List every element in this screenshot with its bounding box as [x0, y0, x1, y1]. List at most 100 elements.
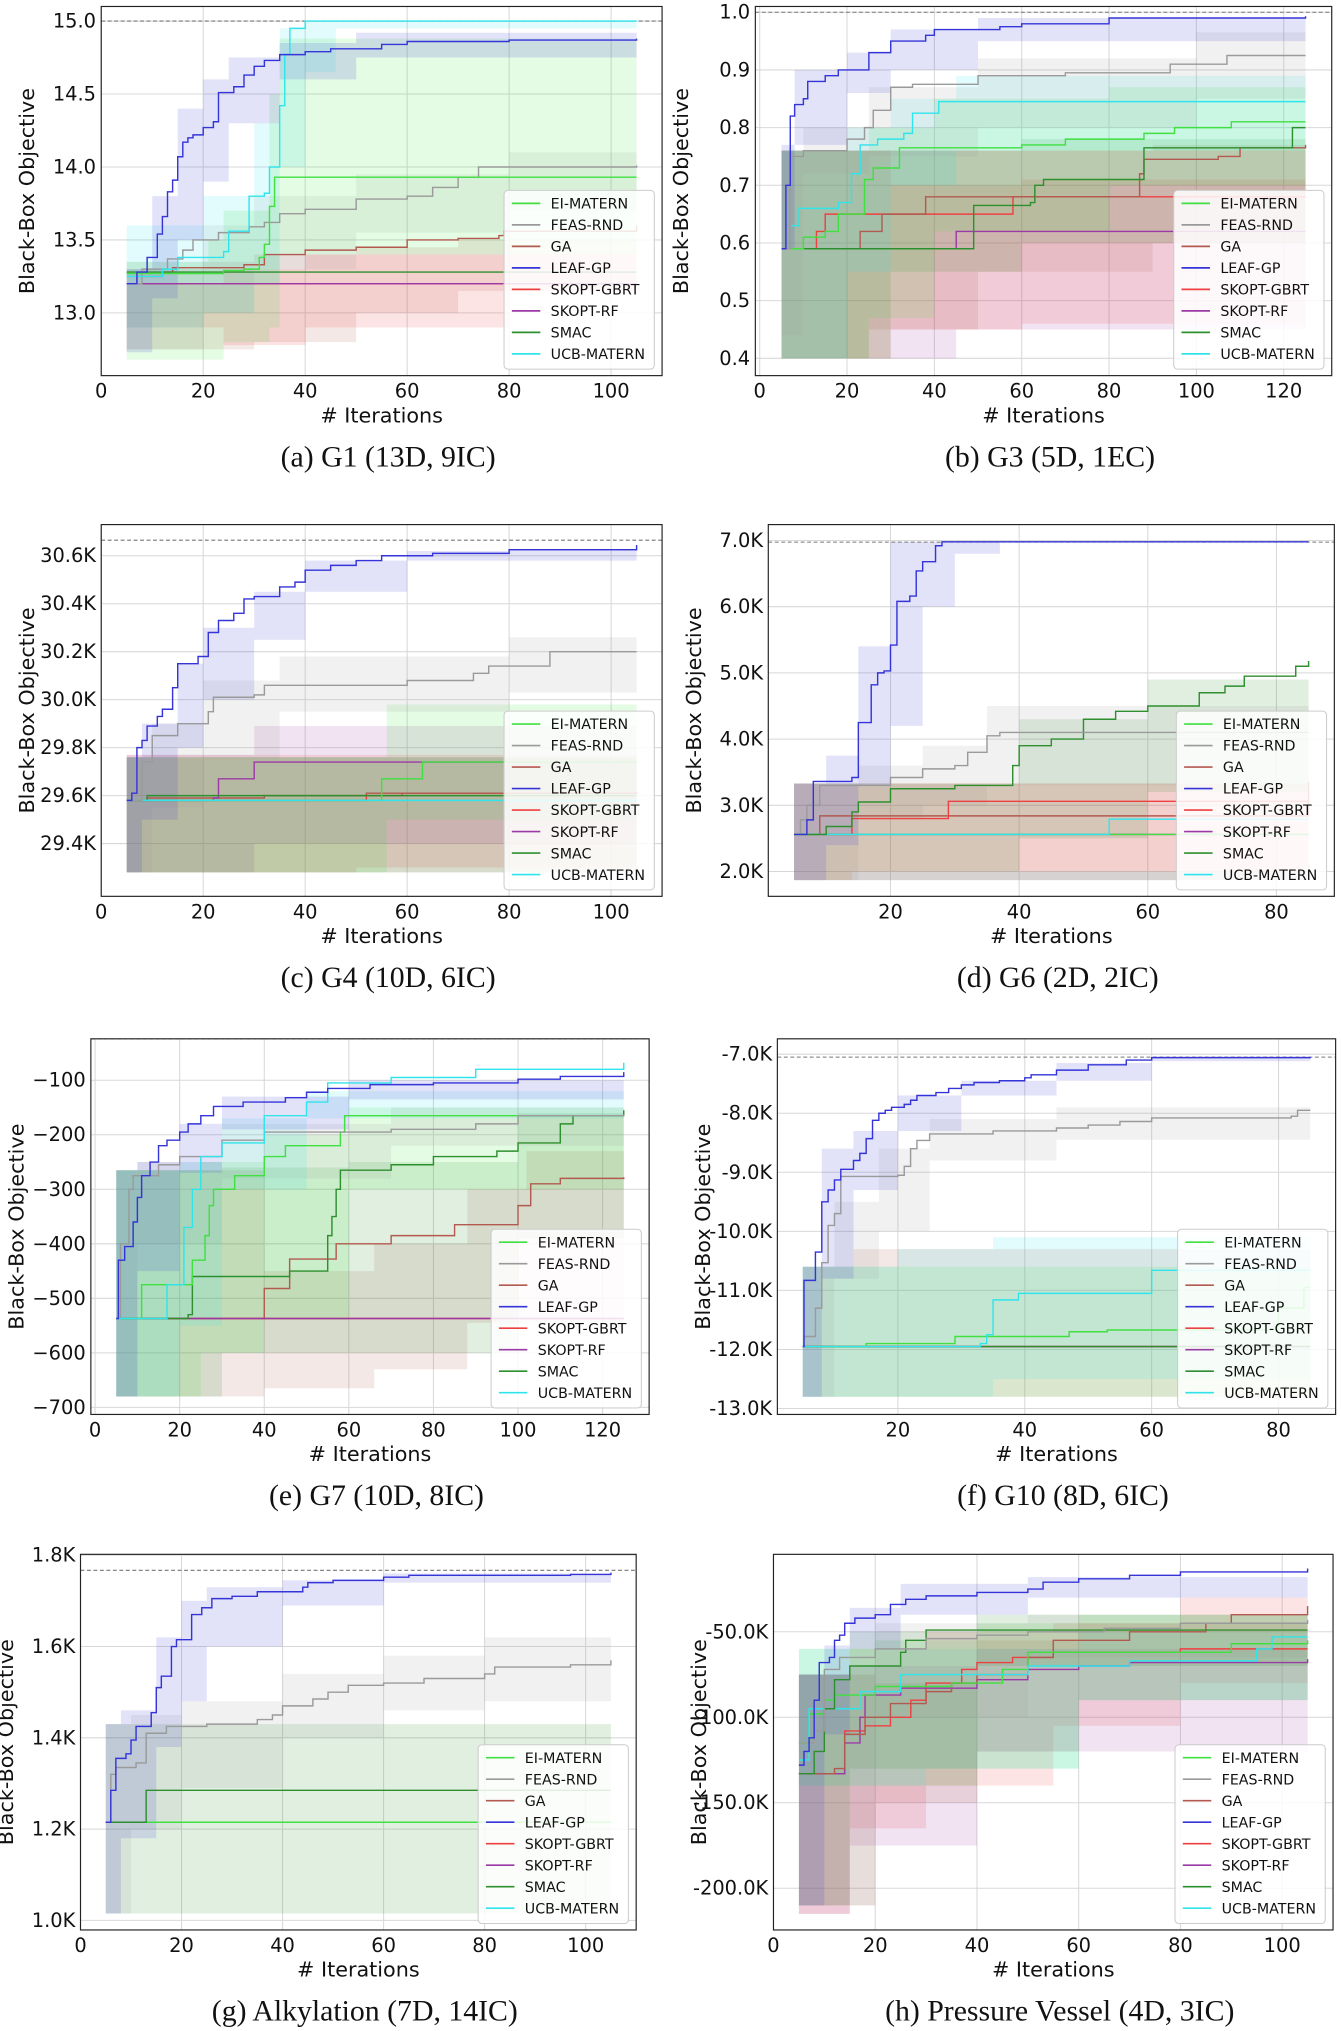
y-tick-label: 0.5	[719, 289, 750, 312]
y-axis-label: Black-Box Objective	[0, 1639, 18, 1845]
legend-item: SMAC	[485, 1880, 566, 1896]
legend-item: SKOPT-RF	[485, 1858, 593, 1874]
legend-label: SKOPT-RF	[1220, 304, 1288, 320]
band-skopt-rf	[798, 1640, 1308, 1914]
x-tick-label: 80	[421, 1418, 446, 1441]
legend-item: SKOPT-GBRT	[1182, 1837, 1311, 1853]
x-axis-label: # Iterations	[982, 403, 1105, 427]
legend-item: GA	[511, 240, 572, 256]
legend-label: LEAF-GP	[1222, 1815, 1283, 1831]
band-leaf-gp	[116, 1063, 624, 1397]
panel-caption: (e) G7 (10D, 8IC)	[269, 1479, 484, 1512]
legend-item: SKOPT-GBRT	[485, 1837, 614, 1853]
legend-label: FEAS-RND	[1220, 218, 1293, 234]
legend-item: GA	[1182, 1794, 1243, 1810]
series-line-ga	[116, 1177, 625, 1320]
y-tick-label: 29.6K	[40, 784, 97, 807]
y-axis-label: Black-Box Objective	[691, 1124, 715, 1330]
x-tick-label: 100	[593, 900, 630, 923]
y-tick-label: -13.0K	[709, 1397, 773, 1420]
legend: EI-MATERN FEAS-RND GA LEAF-GP SKOPT-GBRT SKOP…	[503, 710, 655, 891]
legend-label: SKOPT-GBRT	[1222, 1837, 1311, 1853]
legend-label: SKOPT-RF	[1222, 1858, 1290, 1874]
band-ucb-matern	[126, 21, 637, 328]
x-tick-label: 40	[270, 1934, 295, 1957]
legend-item: LEAF-GP	[1184, 782, 1283, 798]
legend-label: SKOPT-GBRT	[1220, 283, 1309, 299]
y-tick-label: 2.0K	[720, 860, 765, 883]
y-tick-label: −400	[32, 1232, 85, 1255]
legend-item: LEAF-GP	[1182, 1815, 1283, 1831]
x-tick-label: 40	[252, 1418, 277, 1441]
axes-frame	[79, 1553, 637, 1931]
legend-label: EI-MATERN	[1223, 717, 1300, 733]
legend: EI-MATERN FEAS-RND GA LEAF-GP SKOPT-GBRT SKOP…	[1174, 1744, 1326, 1925]
band-ucb-matern	[798, 1614, 1308, 1786]
legend-item: EI-MATERN	[1181, 197, 1298, 213]
legend-label: SKOPT-RF	[551, 825, 619, 841]
legend-item: LEAF-GP	[511, 261, 612, 277]
panel-caption: (b) G3 (5D, 1EC)	[945, 440, 1155, 473]
chart-panel-1: 0 20 40 60 80 100 120 0.4 0.5 0.6 0.7 0.8 0.9 1.0 # It…	[669, 1, 1333, 473]
x-tick-label: 120	[584, 1418, 621, 1441]
legend-item: UCB-MATERN	[511, 868, 645, 884]
x-tick-label: 100	[567, 1934, 604, 1957]
y-tick-label: 14.0	[53, 155, 96, 178]
legend-label: EI-MATERN	[1222, 1751, 1299, 1767]
x-tick-label: 60	[371, 1934, 396, 1957]
x-tick-label: 40	[293, 380, 318, 403]
x-tick-label: 0	[754, 380, 766, 403]
axes-frame	[754, 5, 1333, 377]
y-tick-label: 29.4K	[40, 832, 97, 855]
legend-item: FEAS-RND	[498, 1257, 610, 1273]
y-tick-label: −500	[32, 1287, 85, 1310]
y-tick-label: 30.4K	[40, 592, 97, 615]
legend-label: SMAC	[1224, 1364, 1265, 1380]
series-line-feas-rnd	[126, 165, 638, 285]
x-tick-label: 60	[395, 900, 420, 923]
legend-label: FEAS-RND	[551, 218, 624, 234]
y-tick-label: -7.0K	[722, 1043, 774, 1066]
chart-panel-4: 0 20 40 60 80 100 120 −700 −600 −500 −400 −300 −200 −…	[5, 1038, 650, 1512]
legend: EI-MATERN FEAS-RND GA LEAF-GP SKOPT-GBRT SKOP…	[490, 1228, 642, 1409]
legend-label: FEAS-RND	[1224, 1257, 1297, 1273]
series-line-skopt-gbrt	[781, 196, 1306, 250]
legend-label: SMAC	[551, 326, 592, 342]
legend-item: SKOPT-GBRT	[511, 803, 640, 819]
legend-box	[503, 189, 655, 370]
y-tick-label: 3.0K	[720, 794, 765, 817]
x-tick-label: 60	[336, 1418, 361, 1441]
legend: EI-MATERN FEAS-RND GA LEAF-GP SKOPT-GBRT SKOP…	[1175, 710, 1328, 891]
y-tick-label: 6.0K	[720, 595, 765, 618]
legend-item: SMAC	[511, 326, 592, 342]
panel-caption: (c) G4 (10D, 6IC)	[281, 961, 496, 994]
y-axis-label: Black-Box Objective	[15, 607, 39, 813]
legend-item: EI-MATERN	[1184, 717, 1300, 733]
legend-label: EI-MATERN	[551, 717, 628, 733]
legend-label: SKOPT-GBRT	[1224, 1321, 1313, 1337]
series-line-skopt-rf	[126, 761, 637, 802]
chart-panel-2: 0 20 40 60 80 100 29.4K 29.6K 29.8K 30.0K 30.2K 30.…	[15, 524, 663, 994]
legend-label: EI-MATERN	[538, 1235, 615, 1251]
x-tick-label: 0	[89, 1418, 101, 1441]
legend-label: SKOPT-RF	[538, 1343, 606, 1359]
y-tick-label: -11.0K	[709, 1279, 773, 1302]
legend-label: SKOPT-RF	[525, 1858, 593, 1874]
legend-item: UCB-MATERN	[498, 1386, 632, 1402]
legend-label: SKOPT-GBRT	[551, 283, 640, 299]
band-ei-matern	[798, 1614, 1308, 1786]
x-tick-label: 20	[878, 900, 903, 923]
legend-label: SMAC	[551, 846, 592, 862]
y-tick-label: 7.0K	[720, 529, 765, 552]
band-feas-rnd	[781, 32, 1306, 336]
legend-item: FEAS-RND	[511, 739, 623, 755]
legend-box	[1175, 710, 1328, 891]
y-axis-label: Black-Box Objective	[682, 607, 706, 813]
band-ga	[798, 1580, 1308, 1906]
y-tick-label: -100.0K	[693, 1706, 770, 1729]
series-line-leaf-gp	[116, 1072, 625, 1320]
x-tick-label: 80	[472, 1934, 497, 1957]
legend-label: LEAF-GP	[551, 261, 612, 277]
x-tick-label: 80	[1097, 380, 1122, 403]
legend-item: GA	[498, 1278, 559, 1294]
